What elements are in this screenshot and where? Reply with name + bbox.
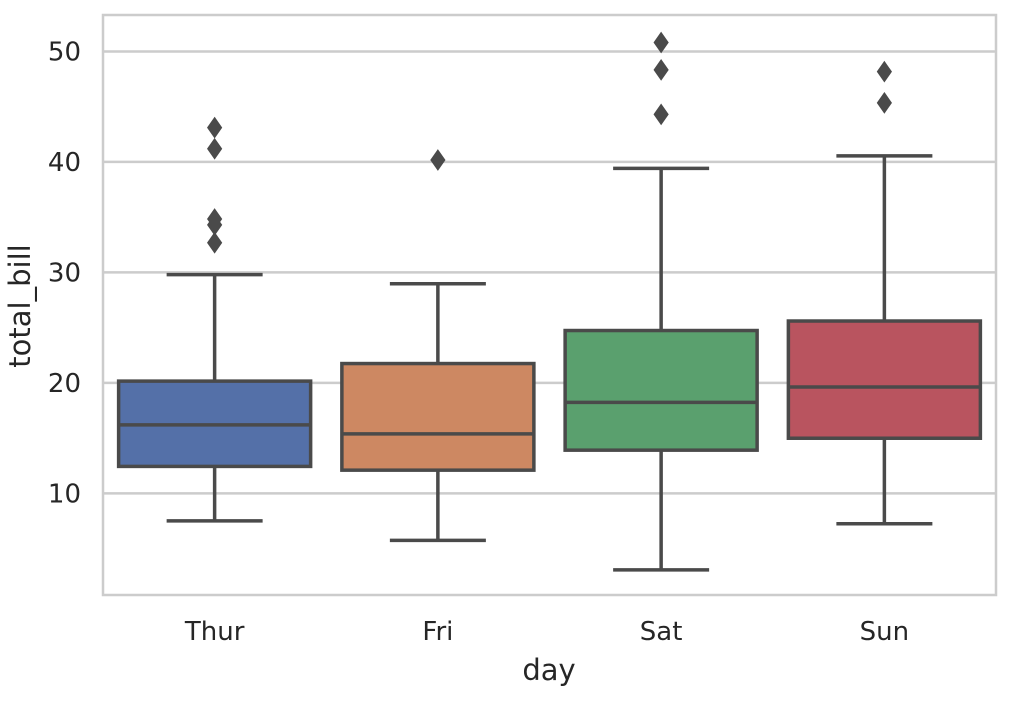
x-tick-labels: Thur Fri Sat Sun [184,617,909,647]
box-group-thur [116,116,313,523]
box-group-fri [340,149,536,543]
y-axis-label: total_bill [3,244,37,367]
box-group-sat [563,31,759,572]
outlier-point [207,231,223,254]
x-tick-label-sun: Sun [860,617,909,647]
y-tick-label: 50 [48,37,81,67]
outlier-point [653,31,669,54]
box-iqr [340,361,536,472]
y-tick-label: 20 [48,369,81,399]
y-tick-label: 10 [48,479,81,509]
x-tick-label-thur: Thur [184,617,245,647]
outlier-point [653,103,669,126]
outlier-point [653,59,669,81]
box-layer [116,31,983,572]
y-tick-label: 30 [48,258,81,288]
outlier-point [207,116,223,139]
outlier-point [207,208,223,230]
outlier-point [207,137,223,160]
plot-frame [101,13,998,597]
y-tick-label: 40 [48,148,81,178]
x-tick-label-sat: Sat [640,617,683,647]
box-iqr [563,328,759,452]
outlier-point [430,149,446,171]
box-group-sun [786,60,983,526]
y-tick-labels: 10 20 30 40 50 [48,37,81,509]
x-axis-label: day [522,653,575,687]
outlier-point [876,60,892,83]
x-tick-label-fri: Fri [422,617,453,647]
outlier-point [876,91,892,114]
box-iqr [786,319,983,440]
